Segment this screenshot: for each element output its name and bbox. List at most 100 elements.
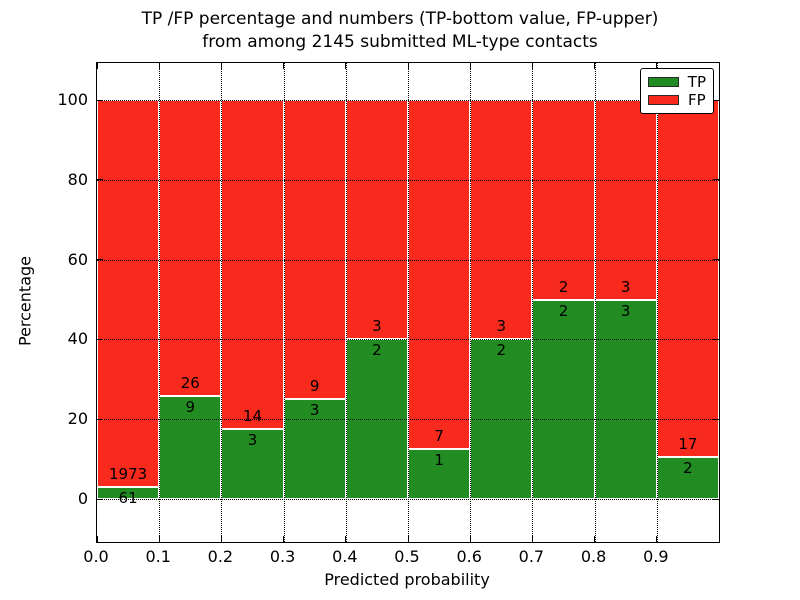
fp-count-label: 17 [678,435,698,453]
y-tick-label: 40 [67,329,88,349]
tp-bar-segment [159,396,222,499]
v-gridline [283,63,285,542]
y-tick-label: 100 [57,90,88,109]
x-tick-bottom [158,536,160,542]
x-tick-label: 0.5 [394,547,420,566]
x-tick-top [345,63,347,69]
x-tick-label: 0.2 [207,547,234,566]
tp-count-label: 61 [118,489,138,508]
tp-count-label: 1 [434,451,444,470]
fp-count-label: 3 [372,317,382,336]
tp-count-label: 2 [558,301,569,320]
x-tick-bottom [345,536,347,542]
tp-count-label: 9 [185,398,196,417]
fp-bar-segment [594,100,657,300]
x-tick-label: 0.6 [456,547,482,566]
legend-item-fp: FP [648,92,706,108]
fp-bar-segment [159,100,222,397]
v-gridline [408,63,409,542]
y-tick-label: 80 [67,169,88,189]
v-gridline [532,63,534,542]
x-tick-top [531,63,533,69]
y-tick-label: 60 [67,249,88,269]
plot-area: 1973 61 26 9 14 3 9 3 3 2 7 1 3 2 2 2 3 3 17 2 [96,62,720,543]
y-tick-right [713,259,719,261]
x-tick-label: 0.9 [643,547,669,566]
x-tick-top [283,63,285,69]
fp-bar-segment [221,100,284,429]
legend-label-tp: TP [687,72,706,91]
x-tick-bottom [407,536,409,542]
y-tick-right [713,338,719,340]
tp-count-label: 3 [247,430,258,449]
x-tick-top [158,63,160,69]
x-tick-label: 0.3 [269,547,296,566]
fp-count-label: 14 [242,406,263,425]
v-gridline [159,63,161,542]
v-gridline [594,63,596,542]
v-gridline [470,63,472,542]
fp-count-label: 26 [180,374,200,393]
v-gridline [656,63,658,542]
x-tick-top [407,63,409,69]
tp-count-label: 2 [683,459,693,477]
fp-bar-segment [97,100,160,488]
legend-label-fp: FP [688,91,706,110]
y-tick-right [713,498,719,500]
y-tick-left [97,99,103,101]
x-tick-bottom [283,536,285,542]
tp-bar-segment [283,399,346,499]
tp-bar-segment [656,457,719,499]
y-tick-left [97,498,103,500]
tp-bar-segment [594,299,657,499]
x-tick-top [594,63,596,69]
tp-count-label: 2 [372,341,382,360]
x-tick-bottom [594,536,596,542]
x-axis-label: Predicted probability [324,570,490,589]
x-tick-bottom [531,536,533,542]
y-tick-right [713,179,719,181]
y-tick-left [97,418,103,420]
v-gridline [221,63,223,542]
tp-count-label: 3 [620,301,631,320]
x-tick-bottom [469,536,471,542]
x-tick-top [96,63,98,69]
y-tick-right [713,99,719,101]
fp-count-label: 2 [558,277,569,296]
x-tick-top [469,63,471,69]
fp-bar-segment [345,100,408,340]
x-tick-bottom [656,536,658,542]
legend: TP FP [640,68,714,114]
y-tick-left [97,338,103,340]
chart-title: TP /FP percentage and numbers (TP-bottom… [141,9,659,52]
tp-swatch-icon [648,76,679,87]
y-tick-left [97,179,103,181]
fp-count-label: 9 [309,377,320,396]
tp-bar-segment [97,487,160,499]
fp-bar-segment [408,100,471,450]
fp-swatch-icon [648,95,679,106]
v-gridline [345,63,347,542]
fp-count-label: 3 [496,317,507,336]
y-tick-left [97,259,103,261]
fp-bar-segment [532,100,595,300]
fp-count-label: 1973 [109,465,148,484]
fp-bar-segment [283,100,346,400]
tp-bar-segment [532,299,595,499]
fp-bar-segment [470,100,533,340]
x-tick-top [220,63,222,69]
x-tick-label: 0.1 [145,547,171,566]
tp-count-label: 3 [309,401,320,420]
x-tick-bottom [96,536,98,542]
x-tick-label: 0.7 [518,547,545,566]
x-tick-bottom [220,536,222,542]
y-tick-label: 20 [67,409,88,429]
fp-count-label: 7 [434,427,444,446]
y-tick-label: 0 [77,489,88,508]
legend-item-tp: TP [648,74,706,90]
fp-bar-segment [656,100,719,457]
x-tick-top [656,63,658,69]
tp-count-label: 2 [496,341,507,360]
fp-count-label: 3 [620,277,631,296]
